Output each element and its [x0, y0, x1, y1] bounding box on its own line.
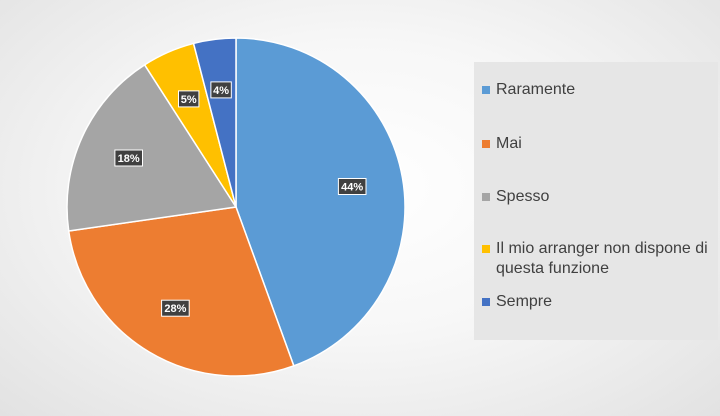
- legend-item-sempre: Sempre: [482, 292, 714, 312]
- legend-label: Il mio arranger non dispone di questa fu…: [496, 240, 708, 277]
- legend-swatch: [482, 193, 490, 201]
- legend-label: Mai: [496, 135, 522, 152]
- legend-item-spesso: Spesso: [482, 187, 714, 207]
- pie-slice-2: [66, 63, 238, 232]
- legend-swatch: [482, 245, 490, 253]
- legend-item-raramente: Raramente: [482, 80, 714, 100]
- data-label-3: 5%: [178, 90, 200, 108]
- legend-label: Raramente: [496, 81, 576, 98]
- data-label-2: 18%: [114, 149, 144, 167]
- pie-slice-0: [235, 37, 406, 367]
- legend-label: Sempre: [496, 293, 553, 310]
- legend-swatch: [482, 86, 490, 94]
- legend-swatch: [482, 140, 490, 148]
- data-label-4: 4%: [210, 81, 232, 99]
- legend-label: Spesso: [496, 188, 550, 205]
- legend-swatch: [482, 298, 490, 306]
- legend-item-mai: Mai: [482, 134, 714, 154]
- data-label-0: 44%: [337, 178, 367, 195]
- legend-item-arranger: Il mio arranger non dispone di questa fu…: [482, 239, 714, 279]
- svg-text:44%: 44%: [341, 182, 363, 194]
- svg-text:4%: 4%: [213, 85, 229, 97]
- svg-text:28%: 28%: [164, 303, 186, 315]
- pie-slice-4: [192, 37, 237, 208]
- pie-slice-1: [67, 206, 295, 377]
- data-label-1: 28%: [161, 299, 190, 317]
- chart-legend: Raramente Mai Spesso Il mio arranger non…: [474, 62, 718, 340]
- svg-text:18%: 18%: [118, 153, 140, 165]
- svg-text:5%: 5%: [181, 94, 197, 106]
